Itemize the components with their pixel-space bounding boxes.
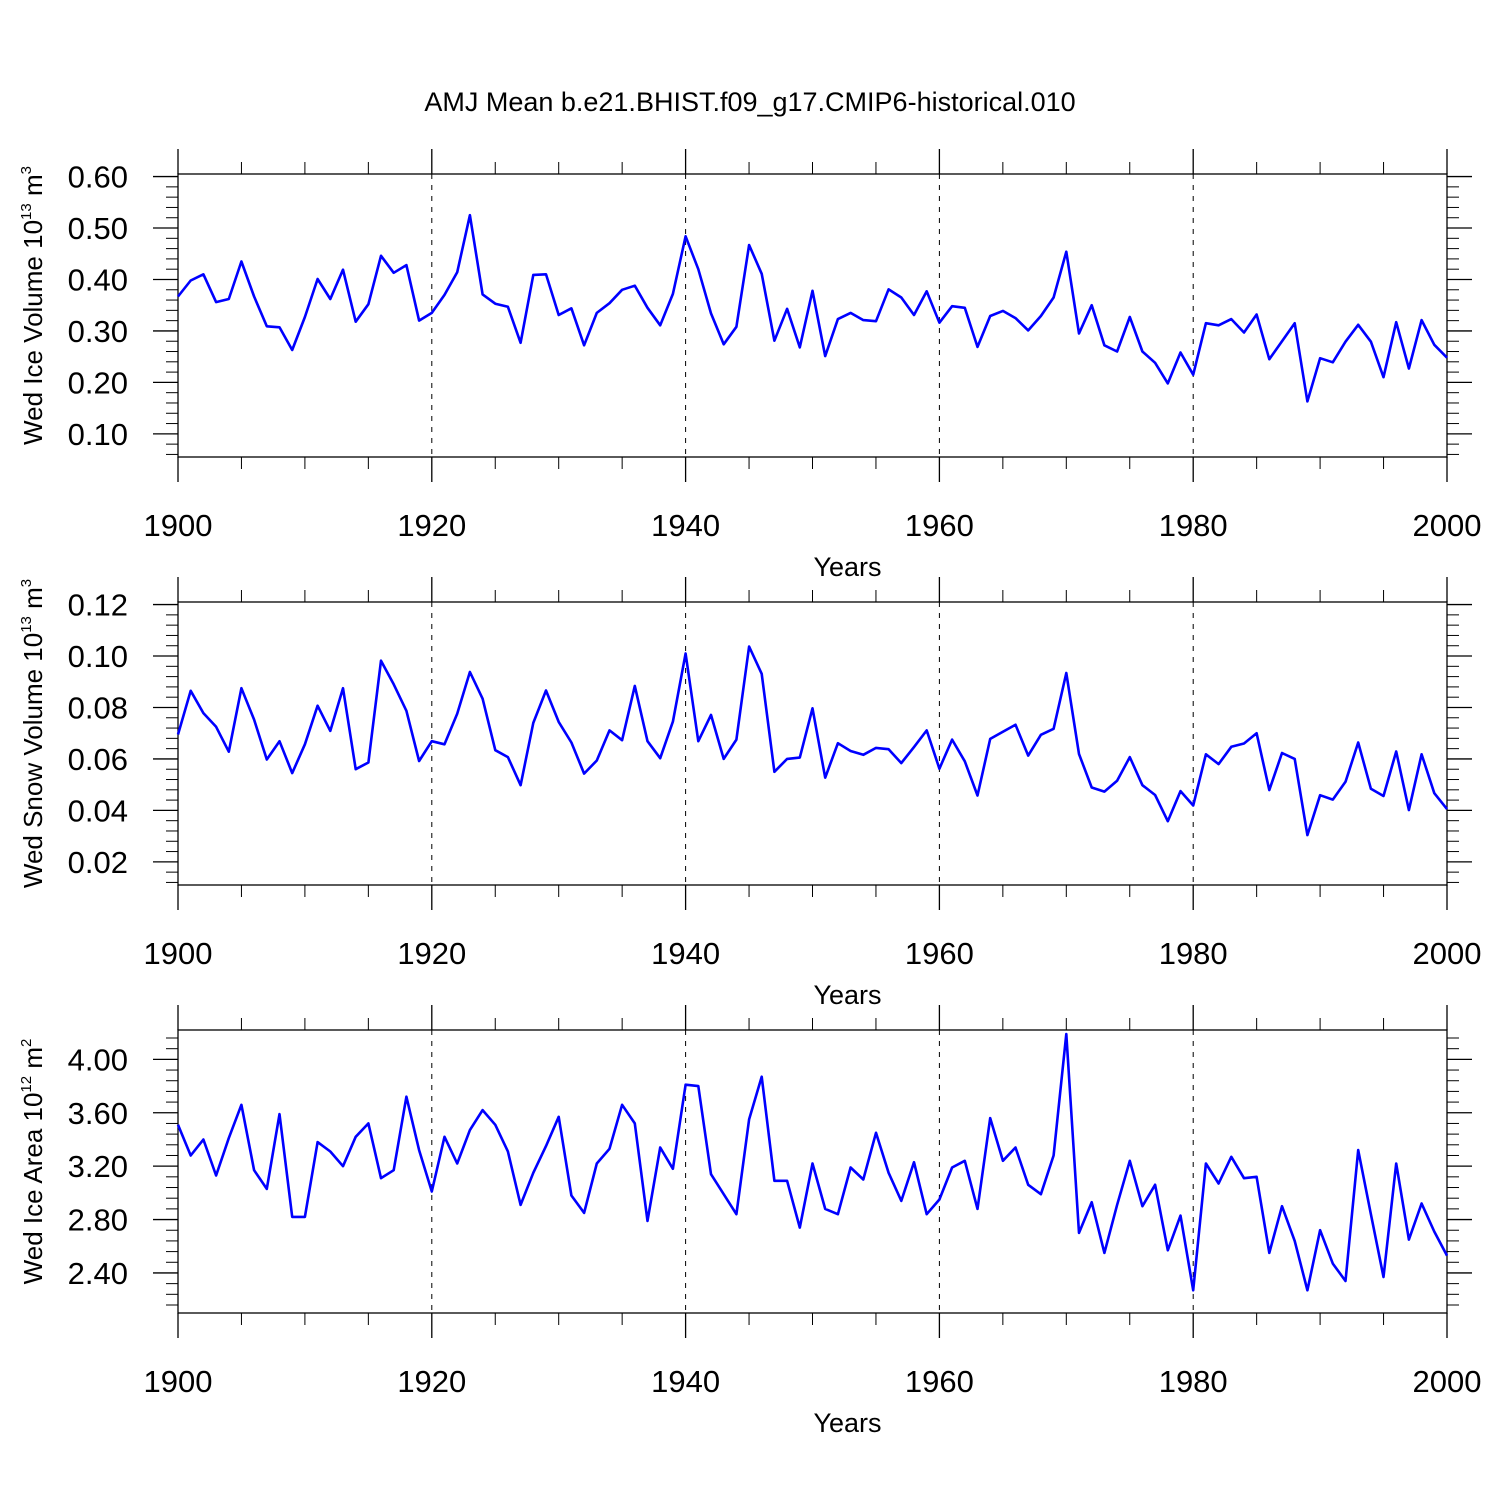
y-tick-label: 0.02: [68, 845, 128, 880]
y-tick-label: 3.20: [68, 1149, 128, 1184]
y-tick-label: 4.00: [68, 1042, 128, 1077]
y-axis-label-unit-exp: 2: [18, 1039, 35, 1047]
y-axis-label-exp: 13: [18, 616, 35, 633]
x-tick-label: 1960: [905, 508, 974, 543]
y-tick-label: 0.10: [68, 639, 128, 674]
x-axis-label: Years: [813, 980, 881, 1010]
y-axis-label-unit-exp: 3: [18, 166, 35, 174]
y-tick-label: 2.40: [68, 1256, 128, 1291]
x-tick-label: 1920: [397, 1364, 466, 1399]
series-line: [176, 645, 1449, 837]
y-tick-label: 0.10: [68, 417, 128, 452]
y-axis-label-main: Wed Snow Volume 10: [18, 633, 48, 888]
y-axis-label-main: Wed Ice Area 10: [18, 1093, 48, 1285]
x-tick-label: 1940: [651, 508, 720, 543]
chart-title: AMJ Mean b.e21.BHIST.f09_g17.CMIP6-histo…: [424, 87, 1075, 117]
series-line: [176, 213, 1448, 403]
x-tick-label: 1900: [144, 1364, 213, 1399]
y-tick-label: 0.20: [68, 365, 128, 400]
y-tick-label: 0.30: [68, 314, 128, 349]
y-tick-label: 0.40: [68, 262, 128, 297]
y-axis-label-main: Wed Ice Volume 10: [18, 220, 48, 445]
x-tick-label: 2000: [1413, 936, 1482, 971]
x-tick-label: 1900: [144, 508, 213, 543]
y-tick-label: 0.08: [68, 690, 128, 725]
x-tick-label: 1900: [144, 936, 213, 971]
y-tick-label: 0.04: [68, 793, 128, 828]
x-tick-label: 1940: [651, 936, 720, 971]
y-axis-label-unit: m: [18, 1047, 48, 1076]
y-axis-label: Wed Ice Volume 1013 m3: [18, 166, 48, 445]
y-tick-label: 2.80: [68, 1203, 128, 1238]
x-tick-label: 1920: [397, 936, 466, 971]
x-tick-label: 2000: [1413, 1364, 1482, 1399]
x-axis-label: Years: [813, 1408, 881, 1438]
x-tick-label: 1980: [1159, 936, 1228, 971]
y-axis-label-unit: m: [18, 174, 48, 203]
x-tick-label: 2000: [1413, 508, 1482, 543]
plot-frame: [177, 601, 1448, 886]
x-tick-label: 1920: [397, 508, 466, 543]
x-tick-label: 1980: [1159, 508, 1228, 543]
panel-snow-volume: 0.02 0.04 0.06 0.08 0.10 0.12 1900 1920 1940 1960…: [18, 577, 1481, 1010]
y-tick-label: 0.60: [68, 160, 128, 195]
y-axis-label-unit-exp: 3: [18, 579, 35, 587]
x-tick-label: 1960: [905, 1364, 974, 1399]
y-axis-label-exp: 12: [18, 1076, 35, 1093]
y-axis-label: Wed Snow Volume 1013 m3: [18, 579, 48, 888]
x-axis-label: Years: [813, 552, 881, 582]
y-axis-label: Wed Ice Area 1012 m2: [18, 1039, 48, 1285]
x-tick-label: 1940: [651, 1364, 720, 1399]
y-tick-label: 0.06: [68, 742, 128, 777]
y-axis-label-exp: 13: [18, 203, 35, 220]
y-tick-label: 0.50: [68, 211, 128, 246]
panel-ice-volume: 0.10 0.20 0.30 0.40 0.50 0.60 1900 1920 1940 1960…: [18, 149, 1481, 582]
series-line: [176, 1032, 1449, 1292]
panel-ice-area: 2.40 2.80 3.20 3.60 4.00 1900 1920 1940 1960 1980…: [18, 1005, 1481, 1438]
plot-frame: [177, 1029, 1448, 1314]
x-tick-label: 1980: [1159, 1364, 1228, 1399]
x-tick-label: 1960: [905, 936, 974, 971]
y-tick-label: 0.12: [68, 588, 128, 623]
y-tick-label: 3.60: [68, 1096, 128, 1131]
y-axis-label-unit: m: [18, 587, 48, 616]
